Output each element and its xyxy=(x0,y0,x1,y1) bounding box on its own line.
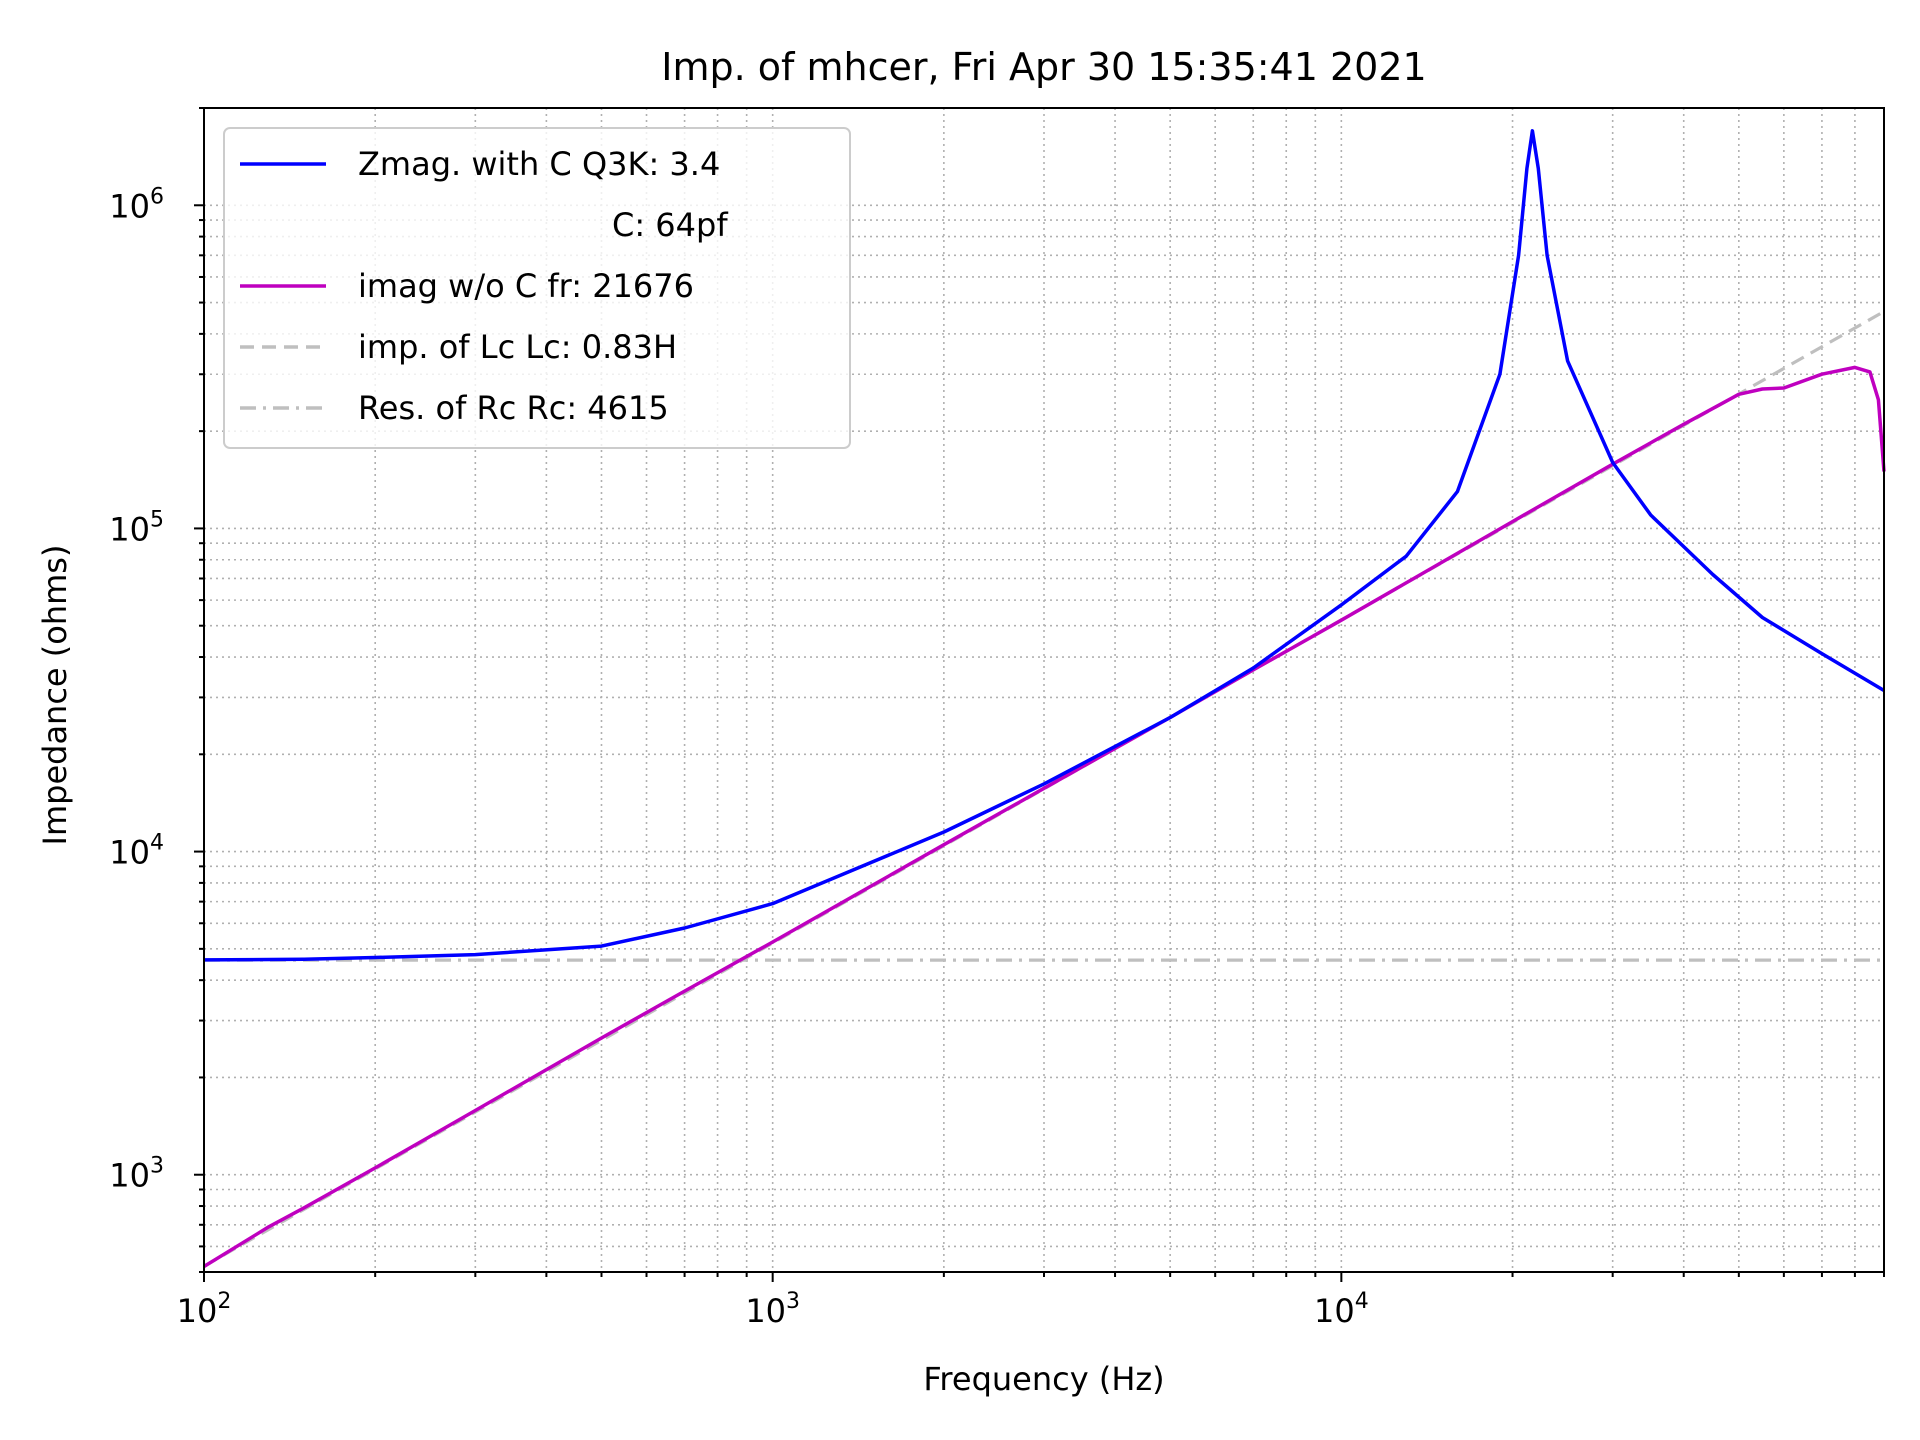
legend-frame xyxy=(223,127,851,449)
axis-tick-labels: 102 103 104 103 104 105 106 xyxy=(109,184,1368,1330)
x-tick-label: 103 xyxy=(745,1289,800,1330)
chart-title: Imp. of mhcer, Fri Apr 30 15:35:41 2021 xyxy=(661,45,1426,89)
y-tick-label: 104 xyxy=(109,831,164,872)
legend: Zmag. with C Q3K: 3.4 C: 64pf imag w/o C f… xyxy=(223,127,851,449)
legend-label: imp. of Lc Lc: 0.83H xyxy=(358,328,677,366)
axis-ticks xyxy=(194,107,1885,1282)
y-tick-label: 105 xyxy=(109,507,164,548)
x-tick-label: 104 xyxy=(1314,1289,1369,1330)
series-lines xyxy=(203,129,1886,1268)
y-tick-label: 103 xyxy=(109,1154,164,1195)
y-tick-label: 106 xyxy=(109,184,164,225)
legend-label: C: 64pf xyxy=(612,206,728,244)
x-axis-label: Frequency (Hz) xyxy=(923,1360,1164,1398)
legend-label: Res. of Rc Rc: 4615 xyxy=(358,389,669,427)
series-line xyxy=(203,129,1885,962)
legend-label: Zmag. with C Q3K: 3.4 xyxy=(358,145,720,183)
legend-label: imag w/o C fr: 21676 xyxy=(358,267,694,305)
y-axis-label: Impedance (ohms) xyxy=(36,545,74,846)
series-line xyxy=(203,365,1886,1268)
x-tick-label: 102 xyxy=(177,1289,232,1330)
